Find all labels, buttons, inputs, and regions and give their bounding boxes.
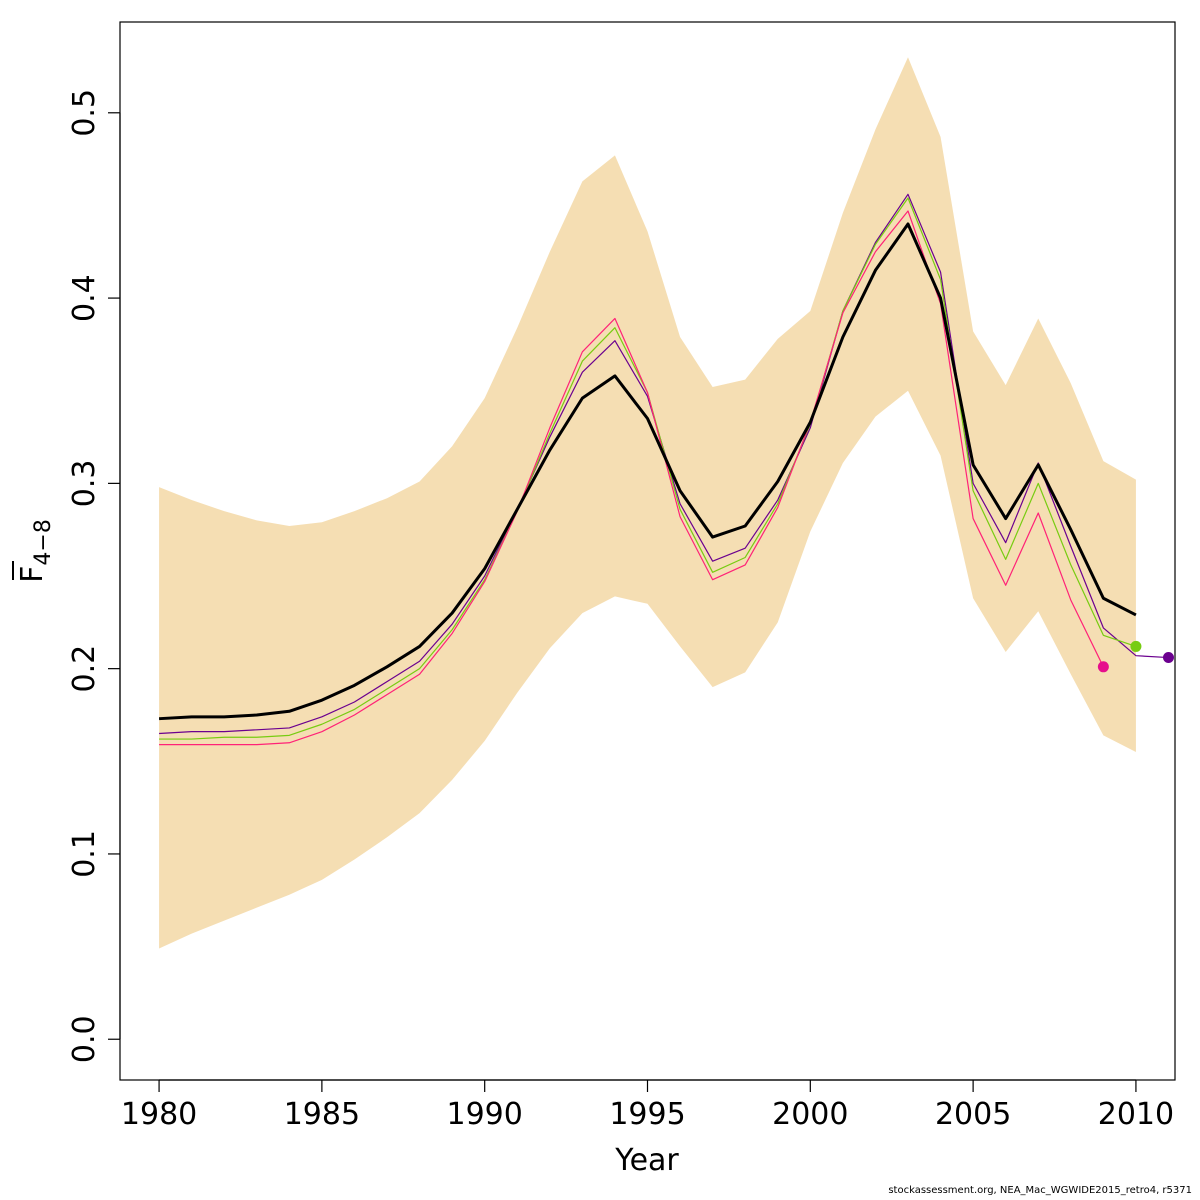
- x-tick-label: 2005: [935, 1097, 1011, 1132]
- x-tick-label: 1990: [447, 1097, 523, 1132]
- y-tick-label: 0.0: [67, 1015, 102, 1063]
- x-tick-label: 2010: [1098, 1097, 1174, 1132]
- y-axis: 0.0 0.1 0.2 0.3 0.4 0.5: [67, 89, 121, 1063]
- svg-text:F4−8: F4−8: [15, 519, 56, 583]
- x-tick-label: 1985: [284, 1097, 360, 1132]
- y-axis-title-sub: 4−8: [31, 519, 56, 565]
- x-tick-label: 1980: [121, 1097, 197, 1132]
- y-axis-title-main: F: [15, 566, 50, 583]
- series-endpoint-3: [1097, 661, 1109, 673]
- series-line-3: [159, 210, 1104, 746]
- y-tick-label: 0.3: [67, 460, 102, 508]
- x-axis-title: Year: [614, 1143, 679, 1178]
- x-tick-label: 2000: [772, 1097, 848, 1132]
- confidence-band: [159, 57, 1136, 949]
- y-tick-label: 0.2: [67, 645, 102, 693]
- series-line-0: [158, 222, 1137, 721]
- footer-caption: stockassessment.org, NEA_Mac_WGWIDE2015_…: [888, 1185, 1192, 1196]
- series-endpoint-2: [1130, 640, 1142, 652]
- y-axis-title: F4−8: [12, 519, 56, 583]
- y-tick-label: 0.1: [67, 830, 102, 878]
- x-tick-label: 1995: [609, 1097, 685, 1132]
- x-axis: 1980 1985 1990 1995 2000 2005 2010: [121, 1079, 1174, 1132]
- y-tick-label: 0.5: [67, 89, 102, 137]
- y-tick-label: 0.4: [67, 274, 102, 322]
- series-endpoint-1: [1162, 652, 1174, 664]
